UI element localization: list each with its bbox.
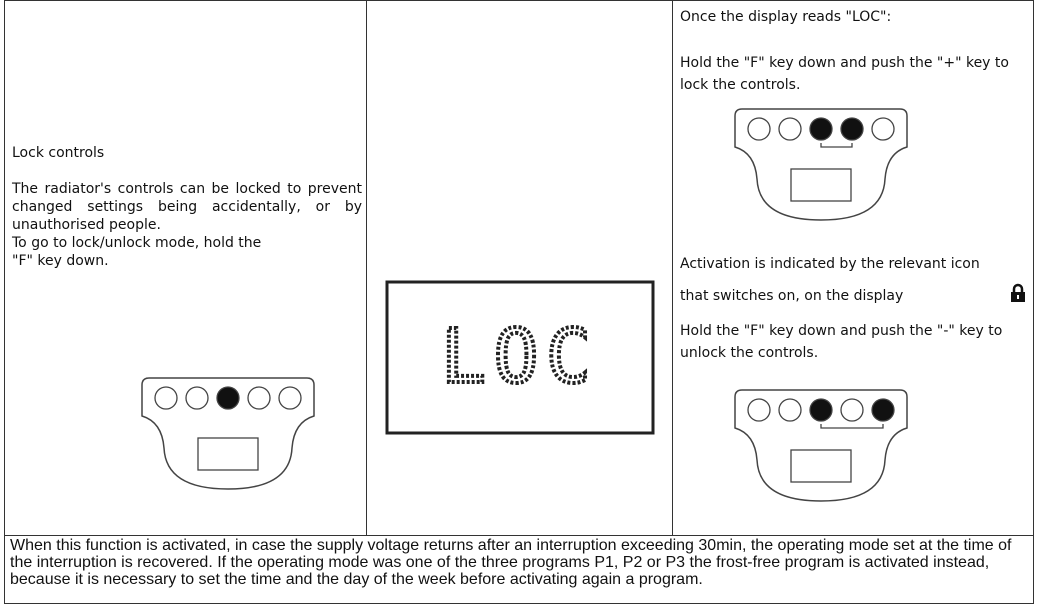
lock-icon (1011, 283, 1025, 302)
keypad-part (734, 108, 908, 221)
key (154, 386, 178, 410)
footer-cell (4, 535, 1034, 604)
keypad-part (141, 377, 315, 490)
lcd-frame (385, 280, 655, 435)
keypad-part (197, 437, 259, 471)
key (871, 398, 895, 422)
lcd-text: LOC (441, 314, 599, 400)
key (247, 386, 271, 410)
key (278, 386, 302, 410)
key (747, 398, 771, 422)
keypad (141, 377, 315, 490)
instruction: To go to lock/unlock mode, hold the "F" … (12, 235, 262, 269)
key (778, 398, 802, 422)
key (216, 386, 240, 410)
keypad-part (820, 424, 884, 429)
lcd: LOC (385, 280, 655, 435)
keypad (734, 389, 908, 502)
intro: Once the display reads "LOC": (680, 9, 892, 25)
keypad-part (790, 449, 852, 483)
unlock-step: Hold the "F" key down and push the "-" k… (680, 323, 1003, 361)
key (778, 117, 802, 141)
heading: Lock controls (12, 145, 105, 161)
activation: Activation is indicated by the relevant … (680, 256, 980, 304)
key (871, 117, 895, 141)
footer-note: When this function is activated, in case… (10, 537, 1012, 588)
keypad (734, 108, 908, 221)
key (809, 398, 833, 422)
paragraph: The radiator's controls can be locked to… (12, 181, 362, 233)
middle-cell (366, 0, 673, 536)
keypad-part (790, 168, 852, 202)
keypad-part (734, 389, 908, 502)
key (840, 117, 864, 141)
keypad-part (820, 143, 853, 148)
key (747, 117, 771, 141)
lock-step: Hold the "F" key down and push the "+" k… (680, 55, 1009, 93)
key (185, 386, 209, 410)
key (809, 117, 833, 141)
key (840, 398, 864, 422)
